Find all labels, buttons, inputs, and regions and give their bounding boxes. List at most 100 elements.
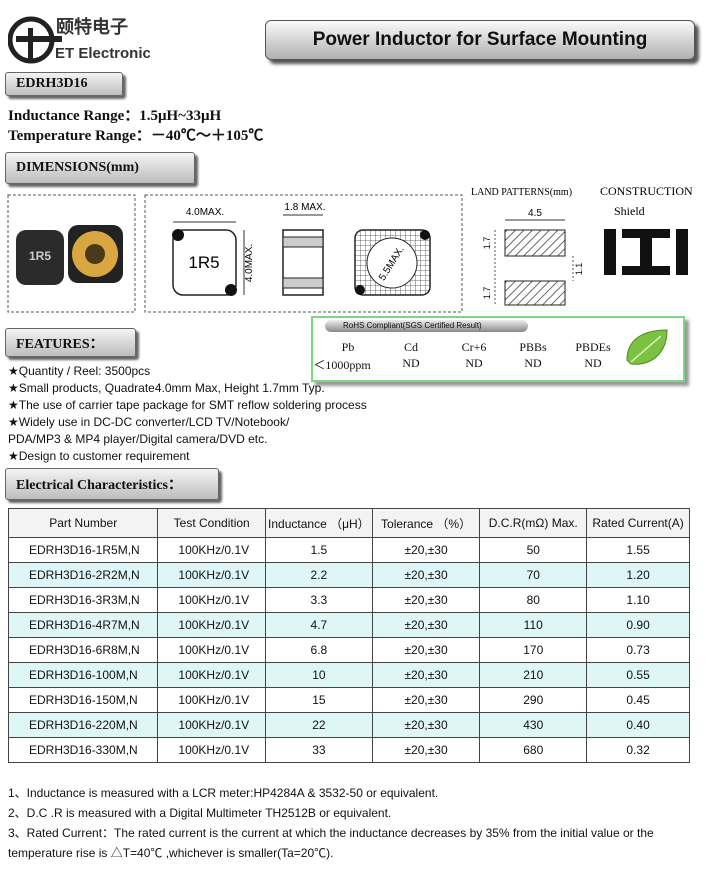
table-cell: 100KHz/0.1V bbox=[157, 537, 266, 563]
feature-item: ★Widely use in DC-DC converter/LCD TV/No… bbox=[8, 414, 367, 448]
drawings: 1R5 4.0MAX. 1R5 4.0MAX. 1.8 MAX. 5.5MAX.… bbox=[7, 185, 693, 313]
side-band bbox=[282, 277, 324, 289]
table-cell: ±20,±30 bbox=[371, 537, 481, 563]
drawing-frame bbox=[144, 194, 463, 313]
table-row: EDRH3D16-6R8M,N 100KHz/0.1V 6.8 ±20,±30 170 0… bbox=[7, 637, 690, 663]
leaf-icon bbox=[626, 329, 668, 365]
land-title: LAND PATTERNS(mm) bbox=[471, 187, 572, 198]
table-cell: EDRH3D16-1R5M,N bbox=[7, 537, 159, 563]
spec-line: Inductance Range：1.5μH~33μH bbox=[8, 104, 221, 125]
table-cell: 2.2 bbox=[264, 562, 373, 588]
rohs-substance: PBBs bbox=[519, 340, 547, 354]
section-heading: FEATURES： bbox=[5, 328, 136, 357]
table-row: EDRH3D16-330M,N 100KHz/0.1V 33 ±20,±30 680 0.… bbox=[7, 737, 690, 763]
table-cell: 50 bbox=[479, 537, 588, 563]
table-cell: 170 bbox=[479, 637, 588, 663]
table-cell: 0.90 bbox=[586, 612, 690, 638]
table-cell: EDRH3D16-150M,N bbox=[7, 687, 159, 713]
table-cell: 0.73 bbox=[586, 637, 690, 663]
table-row: EDRH3D16-3R3M,N 100KHz/0.1V 3.3 ±20,±30 80 1.… bbox=[7, 587, 690, 613]
feature-text: PDA/MP3 & MP4 player/Digital camera/DVD … bbox=[8, 432, 268, 446]
construction-type: Shield bbox=[614, 204, 645, 218]
table-body: EDRH3D16-1R5M,N 100KHz/0.1V 1.5 ±20,±30 50 1.… bbox=[7, 537, 690, 763]
table-cell: 430 bbox=[479, 712, 588, 738]
feature-item: ★The use of carrier tape package for SMT… bbox=[8, 397, 367, 414]
column-header: D.C.R(mΩ) Max. bbox=[479, 508, 588, 538]
logo-cn: 颐特电子 bbox=[56, 16, 128, 37]
note: 1、Inductance is measured with a LCR mete… bbox=[8, 786, 439, 800]
dim-label: 1.8 MAX. bbox=[284, 202, 325, 213]
land-pad bbox=[504, 280, 566, 306]
header-row: Part Number Test Condition Inductance （μH）… bbox=[7, 508, 690, 538]
spec-label: Inductance Range： bbox=[8, 108, 140, 124]
feature-text: Quantity / Reel: 3500pcs bbox=[18, 364, 151, 378]
table-cell: EDRH3D16-2R2M,N bbox=[7, 562, 159, 588]
table-cell: 0.32 bbox=[586, 737, 690, 763]
feature-list: ★Quantity / Reel: 3500pcs ★Small products… bbox=[8, 363, 367, 465]
table-cell: 10 bbox=[264, 662, 373, 688]
table-row: EDRH3D16-150M,N 100KHz/0.1V 15 ±20,±30 290 0.… bbox=[7, 687, 690, 713]
table-cell: 100KHz/0.1V bbox=[157, 662, 266, 688]
table-cell: 6.8 bbox=[264, 637, 373, 663]
document-title: Power Inductor for Surface Mounting bbox=[265, 20, 695, 60]
table-cell: 680 bbox=[479, 737, 588, 763]
dim-label: 1.1 bbox=[574, 263, 584, 276]
table-cell: ±20,±30 bbox=[371, 662, 481, 688]
table-cell: 100KHz/0.1V bbox=[157, 687, 266, 713]
table-cell: ±20,±30 bbox=[371, 687, 481, 713]
table-cell: 1.20 bbox=[586, 562, 690, 588]
table-cell: 1.10 bbox=[586, 587, 690, 613]
table-cell: 100KHz/0.1V bbox=[157, 637, 266, 663]
table-cell: 70 bbox=[479, 562, 588, 588]
table-cell: EDRH3D16-4R7M,N bbox=[7, 612, 159, 638]
table-cell: 100KHz/0.1V bbox=[157, 737, 266, 763]
table-cell: EDRH3D16-220M,N bbox=[7, 712, 159, 738]
spec-line: Temperature Range：－40℃～＋105℃ bbox=[8, 124, 263, 145]
table-cell: EDRH3D16-3R3M,N bbox=[7, 587, 159, 613]
bottom-core bbox=[366, 237, 418, 289]
table-cell: 1.55 bbox=[586, 537, 690, 563]
photo-inductor bbox=[16, 230, 64, 285]
bullet: ★ bbox=[8, 449, 19, 463]
logo-en: ET Electronic bbox=[55, 45, 150, 62]
rohs-substance: Cr+6 bbox=[461, 340, 487, 354]
spec-value: 1.5μH~33μH bbox=[139, 108, 222, 124]
feature-item: ★Design to customer requirement bbox=[8, 448, 367, 465]
rohs-panel: RoHS Compliant(SGS Certified Result) Pb ＜… bbox=[311, 316, 685, 382]
electrical-table: Part Number Test Condition Inductance （μH）… bbox=[7, 508, 690, 763]
table-cell: 100KHz/0.1V bbox=[157, 612, 266, 638]
bullet: ★ bbox=[8, 364, 19, 378]
table-row: EDRH3D16-220M,N 100KHz/0.1V 22 ±20,±30 430 0.… bbox=[7, 712, 690, 738]
table-cell: 100KHz/0.1V bbox=[157, 587, 266, 613]
table-cell: ±20,±30 bbox=[371, 637, 481, 663]
logo-bar bbox=[16, 36, 62, 42]
dim-label: 4.0MAX. bbox=[186, 207, 224, 218]
table-cell: 80 bbox=[479, 587, 588, 613]
feature-item: ★Small products, Quadrate4.0mm Max, Heig… bbox=[8, 380, 367, 397]
spec-label: Temperature Range： bbox=[8, 128, 151, 144]
table-row: EDRH3D16-4R7M,N 100KHz/0.1V 4.7 ±20,±30 110 0… bbox=[7, 612, 690, 638]
rohs-substance: Cd bbox=[403, 340, 418, 354]
spec-value: －40℃～＋105℃ bbox=[150, 128, 264, 144]
note: 3、Rated Current：The rated current is the… bbox=[8, 826, 654, 860]
section-heading: DIMENSIONS(mm) bbox=[5, 152, 195, 184]
table-cell: 1.5 bbox=[264, 537, 373, 563]
table-cell: 210 bbox=[479, 662, 588, 688]
table-cell: ±20,±30 bbox=[371, 612, 481, 638]
feature-text: Widely use in DC-DC converter/LCD TV/Not… bbox=[18, 415, 290, 429]
terminal bbox=[420, 230, 430, 240]
logo-stem bbox=[28, 28, 33, 60]
construction-title: CONSTRUCTION bbox=[600, 185, 693, 198]
land-pad bbox=[504, 229, 566, 257]
table-cell: 290 bbox=[479, 687, 588, 713]
table-cell: ±20,±30 bbox=[371, 562, 481, 588]
dim-label: 1.7 bbox=[482, 287, 492, 300]
shield-icon bbox=[604, 229, 688, 275]
rohs-title: RoHS Compliant(SGS Certified Result) bbox=[325, 320, 528, 332]
table-cell: ±20,±30 bbox=[371, 587, 481, 613]
rohs-result: ND bbox=[465, 356, 483, 370]
feature-text: Design to customer requirement bbox=[18, 449, 190, 463]
terminal bbox=[355, 285, 365, 295]
table-row: EDRH3D16-2R2M,N 100KHz/0.1V 2.2 ±20,±30 70 1.… bbox=[7, 562, 690, 588]
